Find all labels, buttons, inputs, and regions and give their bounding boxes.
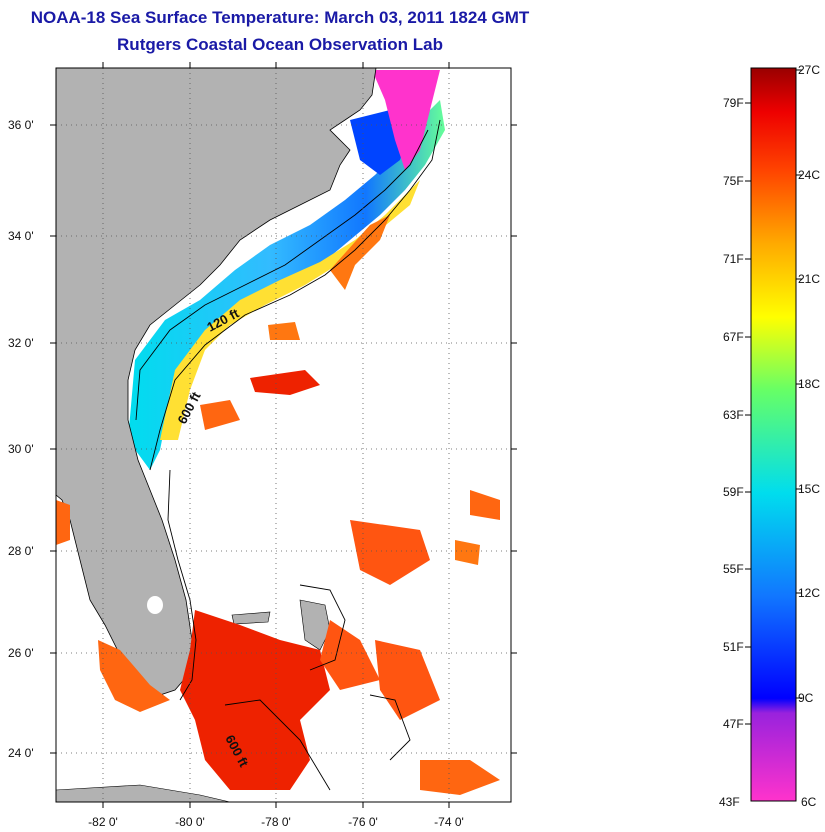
lat-label-32: 32 0' — [8, 336, 34, 350]
lat-label-24: 24 0' — [8, 746, 34, 760]
lon-label-82: -82 0' — [88, 815, 118, 829]
colorbar-f-label: 59F — [723, 485, 744, 499]
map-tick-marks — [50, 62, 517, 808]
lat-label-30: 30 0' — [8, 442, 34, 456]
colorbar-c-label: 15C — [798, 482, 820, 496]
colorbar-ticks — [745, 69, 802, 725]
colorbar-f-label: 43F — [719, 795, 740, 809]
colorbar-c-label: 9C — [798, 691, 814, 705]
contour-120ft-line — [135, 129, 429, 421]
lat-label-26: 26 0' — [8, 646, 34, 660]
lat-label-36: 36 0' — [8, 118, 34, 132]
colorbar-f-label: 67F — [723, 330, 744, 344]
lon-label-78: -78 0' — [261, 815, 291, 829]
colorbar-f-label: 51F — [723, 640, 744, 654]
colorbar-c-label: 6C — [801, 795, 817, 809]
lon-label-76: -76 0' — [348, 815, 378, 829]
sst-orange-shelf-edge — [330, 215, 390, 290]
map-subtitle: Rutgers Coastal Ocean Observation Lab — [117, 35, 443, 54]
land-southeast-us — [56, 68, 377, 696]
lat-label-34: 34 0' — [8, 229, 34, 243]
colorbar-f-label: 75F — [723, 174, 744, 188]
map-frame — [55, 67, 512, 803]
land-cuba — [56, 784, 231, 802]
colorbar-c-label: 18C — [798, 377, 820, 391]
colorbar-f-label: 79F — [723, 96, 744, 110]
map-title: NOAA-18 Sea Surface Temperature: March 0… — [30, 8, 530, 27]
lat-label-28: 28 0' — [8, 544, 34, 558]
colorbar-f-label: 47F — [723, 717, 744, 731]
colorbar-f-label: 63F — [723, 408, 744, 422]
colorbar-c-label: 21C — [798, 272, 820, 286]
contour-600ft-line — [149, 119, 441, 471]
colorbar-c-label: 24C — [798, 168, 820, 182]
lon-label-74: -74 0' — [434, 815, 464, 829]
colorbar-c-label: 27C — [798, 63, 820, 77]
sst-magenta-sound — [372, 70, 440, 170]
land-bahamas-gbi — [231, 611, 271, 625]
colorbar-c-label: 12C — [798, 586, 820, 600]
sst-gulf-stream-patches — [56, 322, 500, 795]
colorbar-f-label: 71F — [723, 252, 744, 266]
bathymetry-contours — [135, 119, 441, 791]
colorbar-f-label: 55F — [723, 562, 744, 576]
graticule — [56, 68, 511, 802]
temperature-colorbar — [750, 67, 797, 802]
lon-label-80: -80 0' — [175, 815, 205, 829]
lake-okeechobee — [147, 596, 163, 614]
